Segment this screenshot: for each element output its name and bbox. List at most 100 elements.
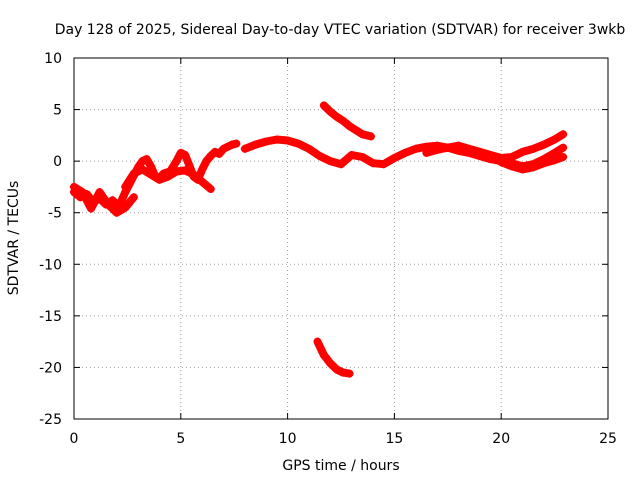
data-point — [358, 130, 367, 139]
data-point — [95, 188, 104, 197]
data-point — [176, 148, 185, 157]
data-point — [326, 107, 335, 116]
data-point — [272, 135, 281, 144]
data-point — [172, 157, 181, 166]
data-point — [465, 144, 474, 153]
series-arc-lower-right-markers — [497, 153, 568, 174]
series-arc-main-2-markers — [70, 182, 138, 217]
grid-lines — [74, 58, 608, 419]
data-point — [539, 159, 548, 168]
y-tick-label: 5 — [53, 103, 62, 119]
data-point — [70, 182, 78, 191]
data-point — [529, 144, 538, 153]
data-point — [345, 369, 354, 378]
x-tick-label: 10 — [279, 431, 297, 447]
data-point — [142, 155, 151, 164]
data-point — [390, 154, 399, 163]
y-tick-label: -20 — [39, 360, 62, 376]
data-point — [129, 193, 138, 202]
data-point — [78, 188, 87, 197]
data-point — [138, 165, 147, 174]
series-arc-isolated-lower-markers — [313, 337, 354, 378]
data-point — [559, 143, 568, 152]
data-point — [358, 153, 367, 162]
data-point — [339, 116, 348, 125]
chart-title: Day 128 of 2025, Sidereal Day-to-day VTE… — [55, 22, 626, 38]
plot-frame — [73, 57, 609, 420]
data-point — [337, 160, 345, 169]
data-point — [129, 169, 138, 178]
data-point — [198, 177, 207, 186]
data-point — [294, 139, 303, 148]
data-point — [345, 122, 354, 131]
series-arc-main-3-markers — [121, 165, 215, 193]
data-point — [497, 158, 506, 167]
x-tick-label: 20 — [492, 431, 510, 447]
data-point — [223, 142, 232, 151]
data-point — [507, 162, 516, 171]
series-arc-main-2 — [70, 182, 138, 217]
data-point — [319, 351, 328, 360]
data-point — [138, 157, 147, 166]
data-point — [262, 137, 271, 146]
data-point — [326, 157, 335, 166]
data-point — [104, 200, 113, 209]
data-point — [198, 165, 207, 174]
data-point — [146, 162, 155, 171]
data-point — [172, 167, 181, 176]
data-point — [550, 148, 559, 157]
data-point — [529, 163, 538, 172]
data-point — [228, 140, 237, 149]
data-point — [518, 147, 527, 156]
y-tick-label: 10 — [44, 51, 62, 67]
data-point — [181, 150, 190, 159]
data-point — [401, 148, 410, 157]
data-point — [206, 151, 215, 160]
data-series — [70, 101, 568, 378]
data-point — [215, 149, 224, 158]
data-point — [283, 136, 292, 145]
data-point — [486, 150, 495, 159]
x-tick-label: 0 — [70, 431, 79, 447]
data-point — [121, 203, 130, 212]
data-point — [454, 141, 463, 150]
data-point — [185, 161, 194, 170]
data-point — [539, 140, 548, 149]
y-tick-label: -5 — [48, 206, 62, 222]
x-tick-label: 15 — [385, 431, 403, 447]
data-point — [443, 143, 452, 152]
y-axis-label: SDTVAR / TECUs — [6, 181, 22, 296]
data-point — [332, 365, 341, 374]
x-axis-label: GPS time / hours — [282, 458, 399, 474]
data-point — [112, 208, 121, 217]
data-point — [411, 144, 420, 153]
data-point — [155, 175, 164, 184]
data-point — [550, 135, 559, 144]
data-point — [304, 144, 313, 153]
data-point — [475, 147, 484, 156]
y-tick-label: 0 — [53, 154, 62, 170]
data-point — [240, 144, 249, 153]
y-tick-label: -15 — [39, 309, 62, 325]
axis-ticks — [73, 57, 609, 420]
data-point — [206, 184, 215, 193]
data-point — [202, 157, 211, 166]
data-point — [163, 172, 172, 181]
data-point — [433, 145, 442, 154]
data-point — [87, 204, 96, 213]
data-point — [339, 368, 348, 377]
x-tick-label: 5 — [176, 431, 185, 447]
y-tick-labels: -25 -20 -15 -10 -5 0 5 10 — [39, 51, 62, 428]
x-tick-label: 25 — [599, 431, 617, 447]
data-point — [379, 160, 388, 169]
data-point — [251, 140, 260, 149]
data-point — [219, 144, 228, 153]
data-point — [507, 153, 516, 162]
data-point — [121, 182, 130, 191]
y-tick-label: -25 — [39, 412, 62, 428]
data-point — [559, 130, 568, 139]
data-point — [332, 112, 341, 121]
data-point — [210, 147, 219, 156]
data-point — [146, 170, 155, 179]
